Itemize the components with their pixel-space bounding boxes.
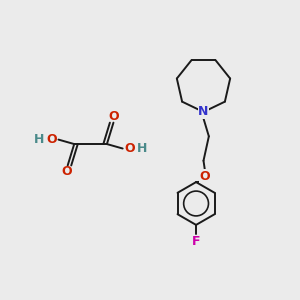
Text: O: O [62,166,72,178]
Text: O: O [109,110,119,123]
Text: H: H [34,133,45,146]
Text: N: N [198,106,209,118]
Text: H: H [136,142,147,155]
Text: O: O [200,170,210,183]
Text: O: O [124,142,134,155]
Text: O: O [46,133,57,146]
Text: F: F [192,235,200,248]
